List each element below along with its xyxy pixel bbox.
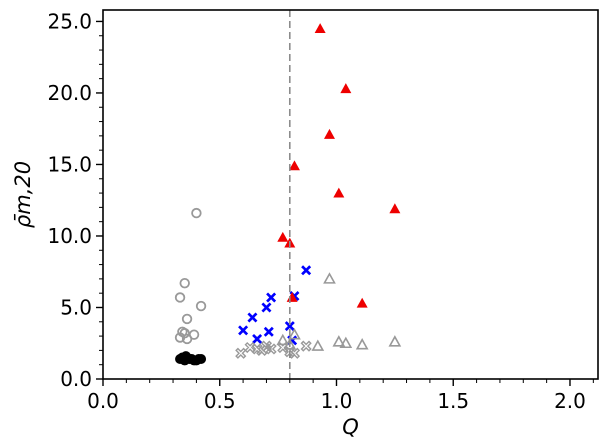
data-point bbox=[283, 338, 297, 350]
x-tick-label: 0.0 bbox=[87, 389, 119, 413]
data-point bbox=[355, 338, 369, 350]
data-point bbox=[181, 313, 193, 325]
data-point bbox=[388, 335, 402, 347]
data-point bbox=[263, 326, 274, 337]
data-point bbox=[247, 312, 258, 323]
x-tick-label: 0.5 bbox=[204, 389, 236, 413]
x-axis-label: Q bbox=[342, 415, 359, 439]
data-point bbox=[314, 23, 326, 33]
data-point bbox=[333, 187, 345, 198]
data-point bbox=[266, 292, 277, 303]
data-point bbox=[340, 83, 352, 94]
data-point bbox=[179, 277, 190, 289]
data-point bbox=[238, 325, 249, 336]
data-point bbox=[191, 207, 202, 219]
data-point bbox=[196, 353, 207, 364]
data-point bbox=[323, 272, 336, 284]
data-point bbox=[276, 333, 290, 346]
y-tick-label: 0.0 bbox=[60, 367, 92, 391]
data-point bbox=[260, 340, 273, 352]
plot-frame bbox=[102, 9, 599, 380]
y-tick-label: 15.0 bbox=[47, 152, 92, 176]
data-point bbox=[235, 347, 247, 359]
data-point bbox=[311, 339, 325, 351]
data-point bbox=[323, 128, 335, 139]
data-point bbox=[174, 332, 186, 343]
data-point bbox=[300, 340, 312, 352]
y-tick-label: 5.0 bbox=[60, 295, 92, 319]
data-point bbox=[195, 300, 207, 312]
data-point bbox=[288, 160, 300, 171]
x-tick-label: 1.0 bbox=[321, 389, 353, 413]
data-point bbox=[174, 292, 186, 303]
data-point bbox=[339, 336, 353, 349]
data-point bbox=[181, 333, 193, 345]
y-tick-label: 25.0 bbox=[47, 9, 92, 33]
y-tick-label: 20.0 bbox=[47, 81, 92, 105]
data-point bbox=[180, 351, 191, 362]
x-tick-label: 1.5 bbox=[437, 389, 469, 413]
data-point bbox=[332, 335, 346, 347]
data-point bbox=[301, 265, 312, 276]
data-point bbox=[284, 321, 295, 332]
y-axis-label: ρ̄m,20 bbox=[11, 161, 35, 228]
y-tick-label: 10.0 bbox=[47, 224, 92, 248]
data-point bbox=[288, 328, 301, 340]
data-point bbox=[252, 333, 263, 344]
data-point bbox=[356, 297, 368, 308]
data-point bbox=[265, 343, 277, 355]
data-point bbox=[256, 344, 268, 356]
data-point bbox=[389, 203, 401, 214]
data-point bbox=[261, 302, 272, 313]
data-point bbox=[277, 231, 289, 242]
data-markers bbox=[174, 23, 402, 366]
x-tick-label: 2.0 bbox=[554, 389, 586, 413]
axes: 0.0 0.5 1.0 1.5 2.0 0.0 5.0 10.0 15.0 20.0 25.0 bbox=[47, 9, 594, 413]
data-point bbox=[288, 347, 301, 359]
